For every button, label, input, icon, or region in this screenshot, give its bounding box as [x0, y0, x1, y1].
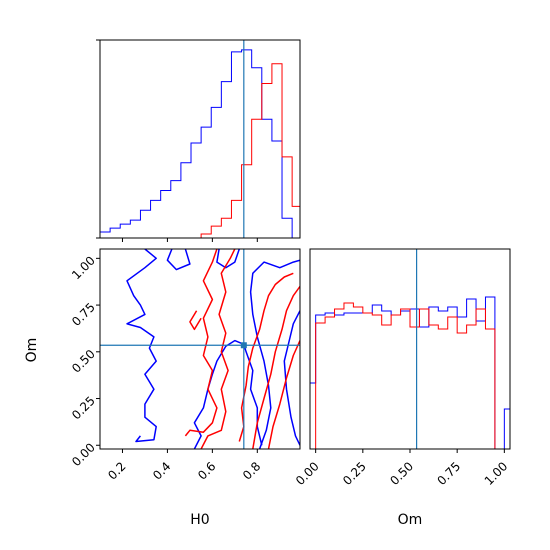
contour-line-10: [252, 285, 300, 449]
contour-ylabel: Om: [24, 338, 40, 363]
contour-line-1: [166, 249, 191, 271]
contour-xtick-label-3: 0.8: [240, 459, 263, 482]
contour-line-8: [189, 310, 202, 331]
contour-line-0: [126, 249, 157, 443]
panel-hist-om: 0.00 0.25 0.50 0.75 1.00 Om: [293, 248, 511, 528]
contour-xtick-label-1: 0.4: [150, 459, 173, 482]
contour-line-9: [238, 272, 294, 442]
hist-om-xtick-label-0: 0.00: [293, 459, 322, 488]
hist-om-series-1: [310, 302, 510, 450]
hist-om-xtick-label-3: 0.75: [434, 459, 463, 488]
contour-line-7: [200, 249, 236, 449]
contour-line-6: [184, 249, 218, 437]
contour-xtick-label-0: 0.2: [105, 459, 128, 482]
contour-ytick-label-1: 0.25: [69, 394, 98, 423]
contour-frame: [99, 248, 301, 450]
truth-marker: [240, 342, 247, 349]
contour-xtick-label-2: 0.6: [195, 459, 218, 482]
hist-om-series-0: [309, 296, 511, 450]
contour-line-5: [283, 310, 300, 446]
hist-h0-series-1: [100, 63, 301, 239]
contour-ytick-label-3: 0.75: [69, 300, 98, 329]
contour-line-11: [267, 340, 300, 449]
contour-ytick-label-2: 0.50: [69, 347, 98, 376]
contour-line-3: [193, 339, 263, 449]
contour-line-2: [216, 249, 241, 269]
contour-ytick-label-4: 1.00: [69, 253, 98, 282]
contour-ytick-label-0: 0.00: [69, 440, 98, 469]
contour-line-4: [249, 259, 300, 449]
hist-h0-frame: [99, 39, 301, 239]
panel-hist-h0: [96, 39, 301, 242]
hist-h0-series-0: [99, 49, 300, 239]
contour-xlabel: H0: [190, 512, 209, 528]
hist-om-xtick-label-2: 0.50: [387, 459, 416, 488]
panel-contour-h0-om: 0.2 0.4 0.6 0.8 0.00 0.25 0.50 0.75 1.00 H0 Om: [24, 248, 301, 528]
hist-om-xlabel: Om: [398, 512, 423, 528]
hist-om-xtick-label-4: 1.00: [482, 459, 511, 488]
hist-om-xtick-label-1: 0.25: [340, 459, 369, 488]
hist-om-frame: [309, 248, 511, 450]
